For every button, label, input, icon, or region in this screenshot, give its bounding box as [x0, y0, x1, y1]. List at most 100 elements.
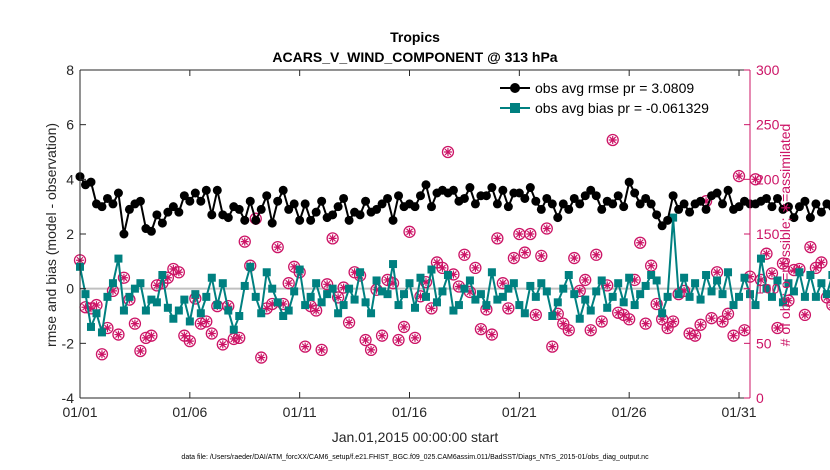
rmse-marker [245, 196, 255, 206]
x-tick-label: 01/06 [172, 404, 207, 420]
possible-obs-marker [271, 240, 284, 254]
bias-marker [169, 314, 178, 323]
possible-obs-marker [216, 338, 229, 351]
legend-box [492, 76, 727, 121]
possible-obs-marker [425, 302, 438, 315]
rmse-marker [377, 199, 387, 209]
rmse-marker [157, 218, 167, 228]
bias-marker [328, 284, 337, 293]
assimilated-obs-marker [800, 310, 809, 319]
y2-tick-label: 100 [756, 281, 780, 297]
bias-marker [449, 306, 458, 315]
y-tick-label: 8 [66, 62, 74, 78]
possible-obs-marker [408, 331, 422, 345]
y-tick-label: 0 [66, 281, 74, 297]
bias-marker [767, 292, 776, 301]
bias-marker [185, 317, 194, 326]
possible-obs-marker [326, 232, 339, 245]
bias-marker [432, 298, 441, 307]
possible-obs-marker [771, 321, 784, 335]
assimilated-obs-marker [806, 243, 815, 252]
assimilated-obs-marker [696, 320, 705, 329]
assimilated-obs-marker [454, 282, 463, 291]
bias-marker [81, 290, 90, 299]
bias-marker [509, 279, 518, 288]
bias-marker [603, 303, 612, 312]
bias-marker [196, 309, 205, 318]
assimilated-obs-marker [108, 286, 117, 295]
assimilated-obs-marker [515, 230, 524, 238]
rmse-marker [767, 202, 777, 212]
rmse-marker [174, 207, 184, 217]
assimilated-obs-marker [284, 279, 293, 288]
bias-marker [191, 290, 200, 299]
possible-obs-marker [205, 327, 218, 340]
assimilated-obs-marker [273, 243, 282, 252]
bias-marker [235, 312, 244, 320]
bias-marker [372, 276, 381, 285]
x-tick-label: 01/11 [283, 404, 317, 420]
possible-obs-marker [502, 302, 515, 315]
possible-obs-marker [469, 261, 482, 275]
x-axis-label: Jan.01,2015 00:00:00 start [332, 429, 499, 445]
y2-tick-label: 300 [756, 62, 780, 78]
possible-obs-marker [826, 299, 830, 311]
bias-marker [174, 306, 183, 315]
assimilated-obs-marker [136, 346, 145, 355]
assimilated-obs-marker [465, 287, 474, 296]
rmse-marker [586, 185, 596, 195]
possible-obs-marker [804, 240, 817, 254]
rmse-marker [317, 196, 327, 206]
assimilated-obs-marker [625, 315, 634, 324]
assimilated-obs-marker [811, 263, 820, 272]
assimilated-obs-marker [641, 319, 650, 328]
assimilated-obs-marker [334, 293, 343, 302]
bias-marker [696, 295, 705, 304]
rmse-marker [580, 191, 590, 201]
bias-marker [641, 281, 650, 290]
rmse-marker [635, 199, 645, 209]
rmse-marker [179, 191, 189, 201]
bias-marker [268, 284, 277, 293]
possible-obs-marker [507, 251, 521, 265]
bias-marker [389, 260, 398, 269]
bias-marker [515, 301, 524, 310]
bias-marker [421, 292, 430, 301]
assimilated-obs-marker [114, 330, 123, 339]
y-tick-label: 6 [66, 117, 74, 133]
possible-obs-marker [776, 257, 790, 270]
assimilated-obs-marker [756, 275, 765, 284]
bias-marker [443, 271, 452, 279]
bias-marker [273, 298, 282, 307]
assimilated-obs-marker [553, 309, 562, 318]
rmse-marker [646, 199, 656, 209]
bias-marker [108, 279, 117, 288]
bias-marker [669, 213, 678, 222]
bias-marker [740, 273, 749, 282]
assimilated-obs-marker [575, 286, 584, 295]
rmse-marker [696, 196, 706, 206]
bias-marker [581, 295, 590, 304]
y2-tick-label: 200 [756, 171, 780, 187]
assimilated-obs-marker [268, 299, 277, 308]
assimilated-obs-marker [482, 305, 491, 314]
bias-marker [718, 290, 727, 299]
assimilated-obs-marker [416, 292, 425, 301]
bias-marker [685, 292, 694, 301]
rmse-marker [525, 183, 535, 193]
possible-obs-marker [634, 236, 647, 249]
bias-marker [301, 301, 310, 310]
assimilated-obs-marker [663, 324, 672, 333]
possible-obs-marker [590, 248, 603, 261]
bias-marker [487, 268, 496, 277]
assimilated-obs-marker [438, 263, 447, 272]
rmse-marker [119, 229, 129, 239]
bias-marker [295, 265, 304, 274]
assimilated-obs-marker [520, 248, 529, 257]
possible-obs-marker [485, 328, 499, 341]
bias-marker [586, 306, 595, 315]
bias-marker [290, 287, 299, 296]
assimilated-obs-marker [432, 258, 441, 267]
bias-marker [630, 301, 639, 310]
rmse-marker [712, 188, 722, 198]
